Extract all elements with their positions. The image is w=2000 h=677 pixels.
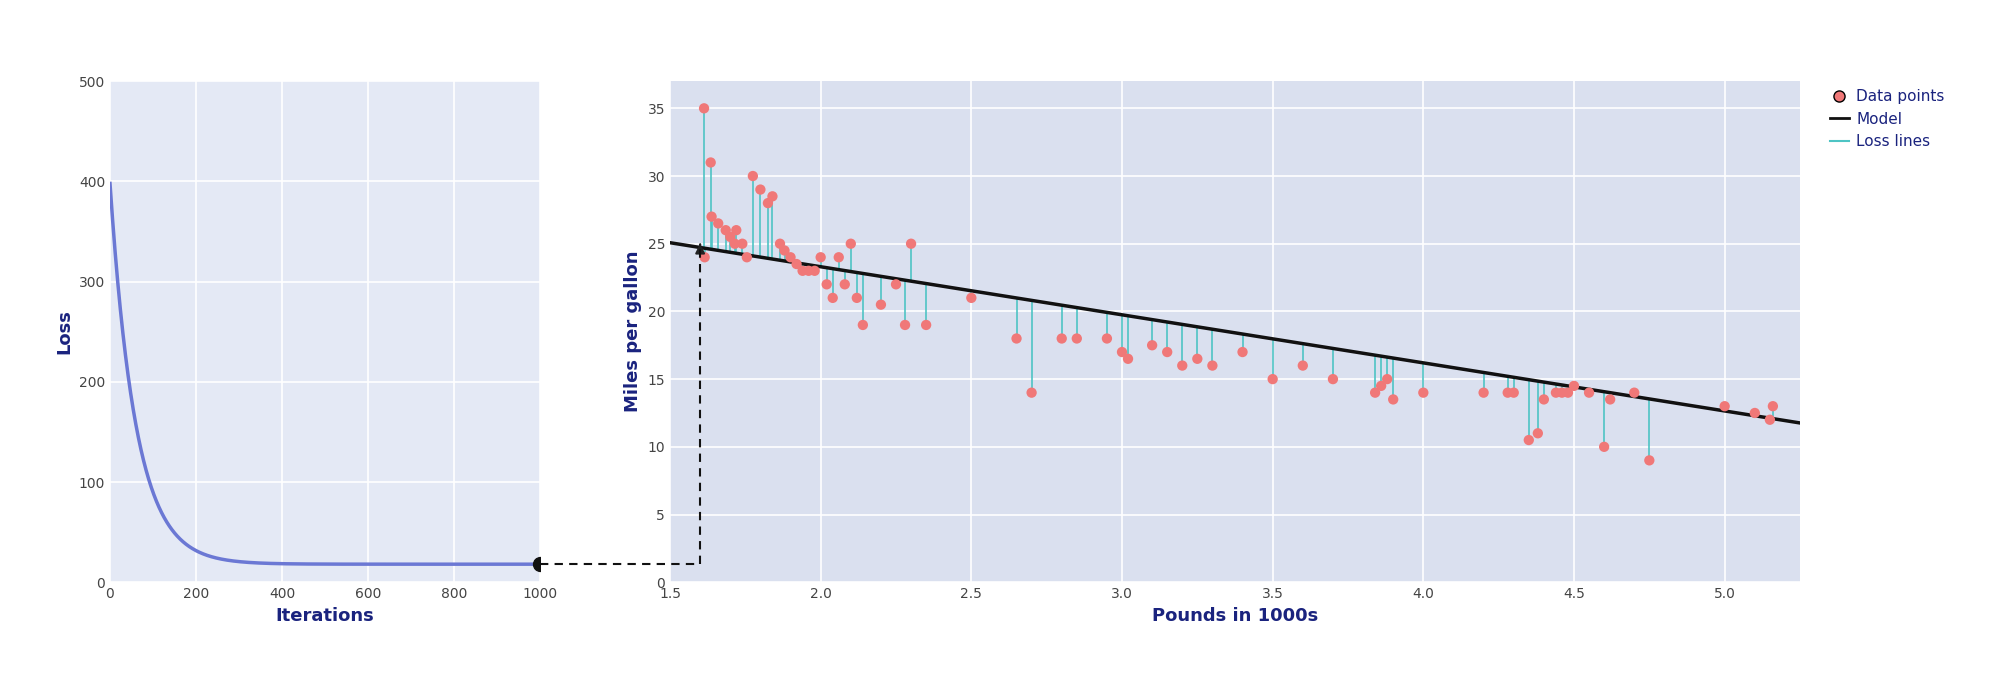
X-axis label: Pounds in 1000s: Pounds in 1000s [1152,607,1318,625]
Point [1492,387,1524,398]
X-axis label: Iterations: Iterations [276,607,374,625]
Point [1366,380,1398,391]
Point [1046,333,1078,344]
Point [1754,414,1786,425]
Point [828,279,860,290]
Point [1408,387,1440,398]
Point [768,245,800,256]
Point [780,259,812,269]
Point [752,198,784,209]
Point [702,218,734,229]
Point [1378,394,1410,405]
Legend: Data points, Model, Loss lines: Data points, Model, Loss lines [1830,89,1944,149]
Point [1226,347,1258,357]
Point [1708,401,1740,412]
Point [726,238,758,249]
Point [756,191,788,202]
Point [1372,374,1404,385]
Point [714,232,746,242]
Point [736,171,768,181]
Point [1196,360,1228,371]
Point [1286,360,1318,371]
Y-axis label: Miles per gallon: Miles per gallon [624,251,642,412]
Point [1756,401,1788,412]
Point [1060,333,1092,344]
Point [1588,441,1620,452]
Point [880,279,912,290]
Point [688,103,720,114]
Point [1546,387,1578,398]
Point [730,252,762,263]
Point [1618,387,1650,398]
Point [710,225,742,236]
Point [840,292,872,303]
Point [956,292,988,303]
Point [1594,394,1626,405]
Point [1152,347,1184,357]
Point [798,265,830,276]
Point [1316,374,1348,385]
Point [1738,408,1770,418]
Point [774,252,806,263]
Point [1522,428,1554,439]
Y-axis label: Loss: Loss [56,309,74,354]
Point [1256,374,1288,385]
Point [1552,387,1584,398]
Point [1634,455,1666,466]
Point [720,225,752,236]
Point [1106,347,1138,357]
Point [1166,360,1198,371]
Point [1574,387,1606,398]
Point [834,238,866,249]
Point [786,265,818,276]
Point [1182,353,1214,364]
Point [1360,387,1392,398]
Point [890,320,922,330]
Point [1136,340,1168,351]
Point [1528,394,1560,405]
Point [1558,380,1590,391]
Point [816,292,848,303]
Point [1000,333,1032,344]
Point [1512,435,1544,445]
Point [1468,387,1500,398]
Point [694,157,726,168]
Point [896,238,928,249]
Point [1540,387,1572,398]
Point [910,320,942,330]
Point [718,238,750,249]
Point [822,252,854,263]
Point [792,265,824,276]
Point [744,184,776,195]
Point [1016,387,1048,398]
Point [688,252,720,263]
Point [804,252,836,263]
Point [864,299,896,310]
Point [846,320,878,330]
Point [1090,333,1122,344]
Point [764,238,796,249]
Point [810,279,842,290]
Point [1498,387,1530,398]
Point [1112,353,1144,364]
Point [696,211,728,222]
